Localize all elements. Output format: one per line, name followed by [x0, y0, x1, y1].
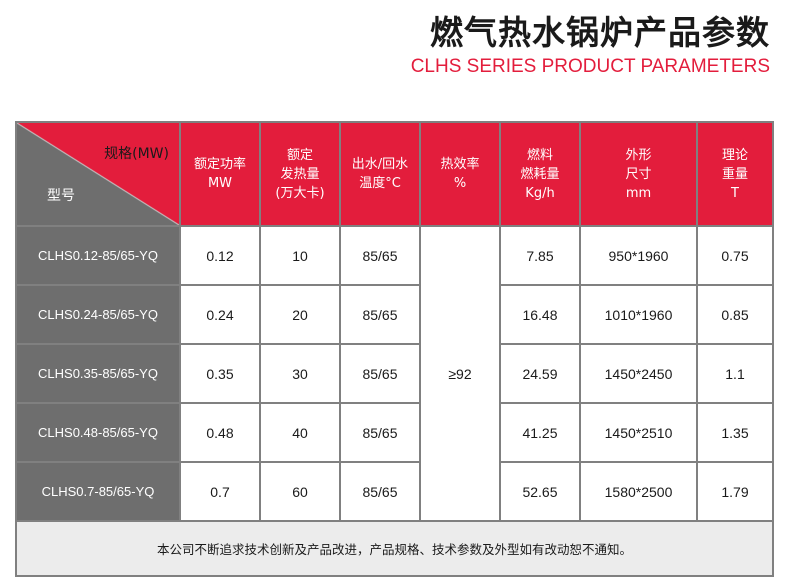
model-cell: CLHS0.7-85/65-YQ [15, 461, 181, 522]
header-fuel: 燃料 燃耗量 Kg/h [499, 121, 581, 227]
power-cell: 0.7 [179, 461, 261, 522]
fuel-cell: 24.59 [499, 343, 581, 404]
header-efficiency: 热效率% [419, 121, 501, 227]
size-cell: 1450*2510 [579, 402, 698, 463]
table-row: CLHS0.35-85/65-YQ 0.35 30 85/65 24.59 14… [15, 343, 774, 404]
header-heat: 额定 发热量 (万大卡) [259, 121, 341, 227]
page-subtitle: CLHS SERIES PRODUCT PARAMETERS [410, 56, 770, 77]
parameters-table: 规格(MW) 型号 额定功率 MW 额定 发热量 (万大卡) 出水/回水 温度°C 热效… [15, 121, 774, 577]
header-power: 额定功率 MW [179, 121, 261, 227]
size-cell: 950*1960 [579, 225, 698, 286]
table-row: CLHS0.24-85/65-YQ 0.24 20 85/65 16.48 10… [15, 284, 774, 345]
weight-cell: 0.75 [696, 225, 774, 286]
efficiency-cell: ≥92 [419, 225, 501, 522]
temperature-cell: 85/65 [339, 461, 421, 522]
table-row: CLHS0.7-85/65-YQ 0.7 60 85/65 52.65 1580… [15, 461, 774, 522]
header-corner-cell: 规格(MW) 型号 [15, 121, 181, 227]
table-row: CLHS0.48-85/65-YQ 0.48 40 85/65 41.25 14… [15, 402, 774, 463]
size-cell: 1010*1960 [579, 284, 698, 345]
header-temperature: 出水/回水 温度°C [339, 121, 421, 227]
heat-cell: 10 [259, 225, 341, 286]
heat-cell: 60 [259, 461, 341, 522]
temperature-cell: 85/65 [339, 343, 421, 404]
temperature-cell: 85/65 [339, 225, 421, 286]
fuel-cell: 7.85 [499, 225, 581, 286]
model-header-label: 型号 [47, 188, 75, 204]
power-cell: 0.12 [179, 225, 261, 286]
weight-cell: 1.79 [696, 461, 774, 522]
power-cell: 0.35 [179, 343, 261, 404]
model-cell: CLHS0.24-85/65-YQ [15, 284, 181, 345]
model-cell: CLHS0.12-85/65-YQ [15, 225, 181, 286]
power-cell: 0.24 [179, 284, 261, 345]
fuel-cell: 41.25 [499, 402, 581, 463]
fuel-cell: 16.48 [499, 284, 581, 345]
model-cell: CLHS0.35-85/65-YQ [15, 343, 181, 404]
model-cell: CLHS0.48-85/65-YQ [15, 402, 181, 463]
weight-cell: 0.85 [696, 284, 774, 345]
heat-cell: 30 [259, 343, 341, 404]
fuel-cell: 52.65 [499, 461, 581, 522]
heat-cell: 20 [259, 284, 341, 345]
page-title: 燃气热水锅炉产品参数 [430, 13, 770, 52]
size-cell: 1580*2500 [579, 461, 698, 522]
weight-cell: 1.1 [696, 343, 774, 404]
table-header-row: 规格(MW) 型号 额定功率 MW 额定 发热量 (万大卡) 出水/回水 温度°C 热效… [15, 121, 774, 227]
spec-header-label: 规格(MW) [104, 146, 169, 162]
temperature-cell: 85/65 [339, 284, 421, 345]
table-row: CLHS0.12-85/65-YQ 0.12 10 85/65 ≥92 7.85… [15, 225, 774, 522]
temperature-cell: 85/65 [339, 402, 421, 463]
weight-cell: 1.35 [696, 402, 774, 463]
size-cell: 1450*2450 [579, 343, 698, 404]
power-cell: 0.48 [179, 402, 261, 463]
heat-cell: 40 [259, 402, 341, 463]
header-weight: 理论 重量 T [696, 121, 774, 227]
header-size: 外形 尺寸 mm [579, 121, 698, 227]
